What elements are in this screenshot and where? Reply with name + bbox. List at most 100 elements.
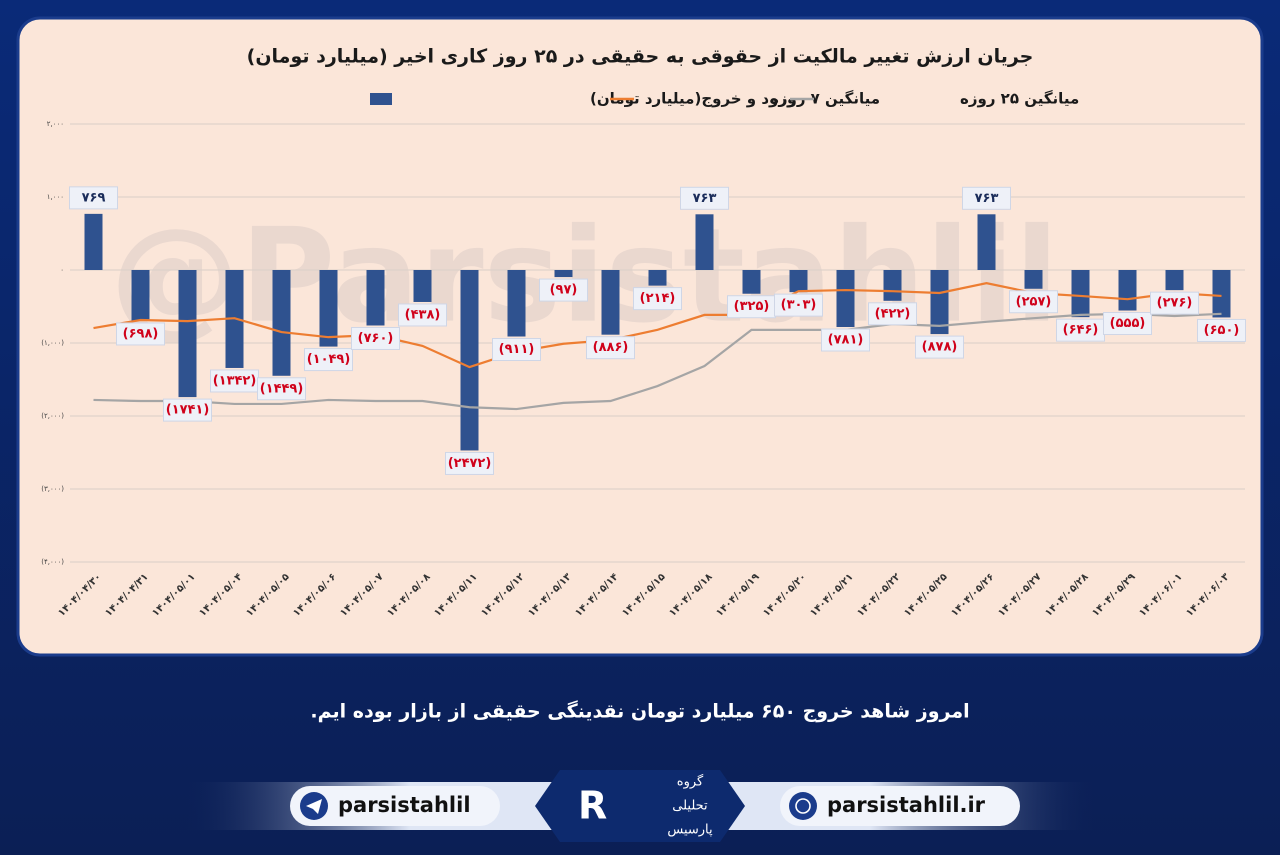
bar [413,270,432,302]
value-label: (۶۵۰) [1204,323,1240,338]
value-label-group: (۶۵۰) [1197,318,1246,342]
legend-swatch [370,93,392,105]
value-label-group: (۲۷۶) [1150,291,1199,315]
value-label: (۸۷۸) [922,340,958,355]
value-label: (۱۳۴۲) [213,373,257,388]
chart-panel [16,16,1264,657]
value-label-group: (۲۱۴) [633,287,682,311]
value-label-group: (۷۶۰) [351,326,400,350]
value-label-box [915,335,964,359]
value-label-box [868,302,917,326]
value-label-group: ۷۶۳ [962,186,1011,210]
bar [507,270,526,337]
legend-label: ورود و خروج(میلیارد تومان) [590,90,796,108]
value-label: (۶۹۸) [123,326,159,341]
value-label-group: (۴۳۸) [398,303,447,327]
bar [1212,270,1231,318]
value-label-box [445,451,494,475]
value-label: (۹۱۱) [499,342,535,357]
bar [272,270,291,376]
value-label-box [257,377,306,401]
value-label-box [69,186,118,210]
value-label-group: (۳۲۵) [727,295,776,319]
bar [131,270,150,321]
value-label: (۵۵۵) [1110,316,1146,331]
value-label-group: (۸۷۸) [915,335,964,359]
value-label-box [539,278,588,302]
telegram-pill [290,786,500,826]
value-label-group: (۴۲۲) [868,302,917,326]
legend: ورود و خروج(میلیارد تومان)میانگین ۷ روزه… [370,90,1079,108]
bar [648,270,667,286]
y-tick-label: (۱,۰۰۰) [41,339,64,347]
y-tick-label: ۲,۰۰۰ [47,120,64,128]
website-pill [780,786,1020,826]
chart-title: جریان ارزش تغییر مالکیت از حقوقی به حقیق… [247,46,1034,68]
value-label: ۷۶۹ [82,190,106,205]
value-label-box [586,336,635,360]
value-label: (۱۷۴۱) [166,403,210,418]
value-label-group: (۸۸۶) [586,336,635,360]
value-label-box [774,293,823,317]
value-label-box [680,186,729,210]
value-label-box [1103,312,1152,336]
bar [1118,270,1137,311]
y-tick-label: ۰ [60,266,64,274]
value-label-box [962,186,1011,210]
value-label: (۲۴۷۲) [448,456,492,471]
value-label-group: (۷۸۱) [821,328,870,352]
bar [1024,270,1043,289]
bar [460,270,479,451]
value-label: (۲۵۷) [1016,294,1052,309]
globe-lines [795,798,811,814]
bar [695,214,714,270]
y-tick-label: (۳,۰۰۰) [41,485,64,493]
value-label: (۳۰۳) [781,298,817,313]
logo-plate [535,770,745,842]
value-label-box [1009,290,1058,314]
value-label: (۶۴۶) [1063,323,1099,338]
line [93,312,1222,411]
bar [601,270,620,335]
telegram-plane [306,799,322,814]
value-label: (۱۰۴۹) [307,352,351,367]
value-label-box [633,287,682,311]
value-label: (۷۶۰) [358,331,394,346]
bar [930,270,949,335]
value-label-group: (۶۹۸) [116,322,165,346]
value-label: (۱۴۴۹) [260,381,304,396]
logo-line: تحلیلی [672,799,708,814]
value-label-group: (۳۰۳) [774,293,823,317]
value-label-box [163,398,212,422]
value-label-group: (۹۱۱) [492,338,541,362]
value-label: (۹۷) [550,283,578,298]
bar [1071,270,1090,318]
value-label-group: (۱۴۴۹) [257,377,306,401]
value-label: (۴۳۸) [405,307,441,322]
value-label-box [398,303,447,327]
value-label-box [1197,318,1246,342]
value-label-group: ۷۶۹ [69,186,118,210]
bar [883,270,902,301]
value-label: (۸۸۶) [593,340,629,355]
value-label-group: (۲۴۷۲) [445,451,494,475]
caption: امروز شاهد خروج ۶۵۰ میلیارد تومان نقدینگ… [310,700,969,723]
value-label-box [351,326,400,350]
value-label-box [116,322,165,346]
value-label: (۴۲۲) [875,306,911,321]
value-label-group: (۲۵۷) [1009,290,1058,314]
bar [836,270,855,328]
logo-line: پارسیس [667,823,713,838]
value-label-group: (۱۷۴۱) [163,398,212,422]
y-tick-label: (۲,۰۰۰) [41,412,64,420]
value-label: (۷۸۱) [828,333,864,348]
y-tick-label: (۴,۰۰۰) [41,558,64,566]
legend-label: میانگین ۲۵ روزه [960,90,1079,108]
value-label: (۲۷۶) [1157,296,1193,311]
value-label: (۳۲۵) [734,299,770,314]
bar [554,270,573,278]
telegram-handle[interactable]: parsistahlil [338,793,471,817]
website[interactable]: parsistahlil.ir [827,793,986,817]
value-label: (۲۱۴) [640,291,676,306]
value-label-group: (۶۴۶) [1056,318,1105,342]
